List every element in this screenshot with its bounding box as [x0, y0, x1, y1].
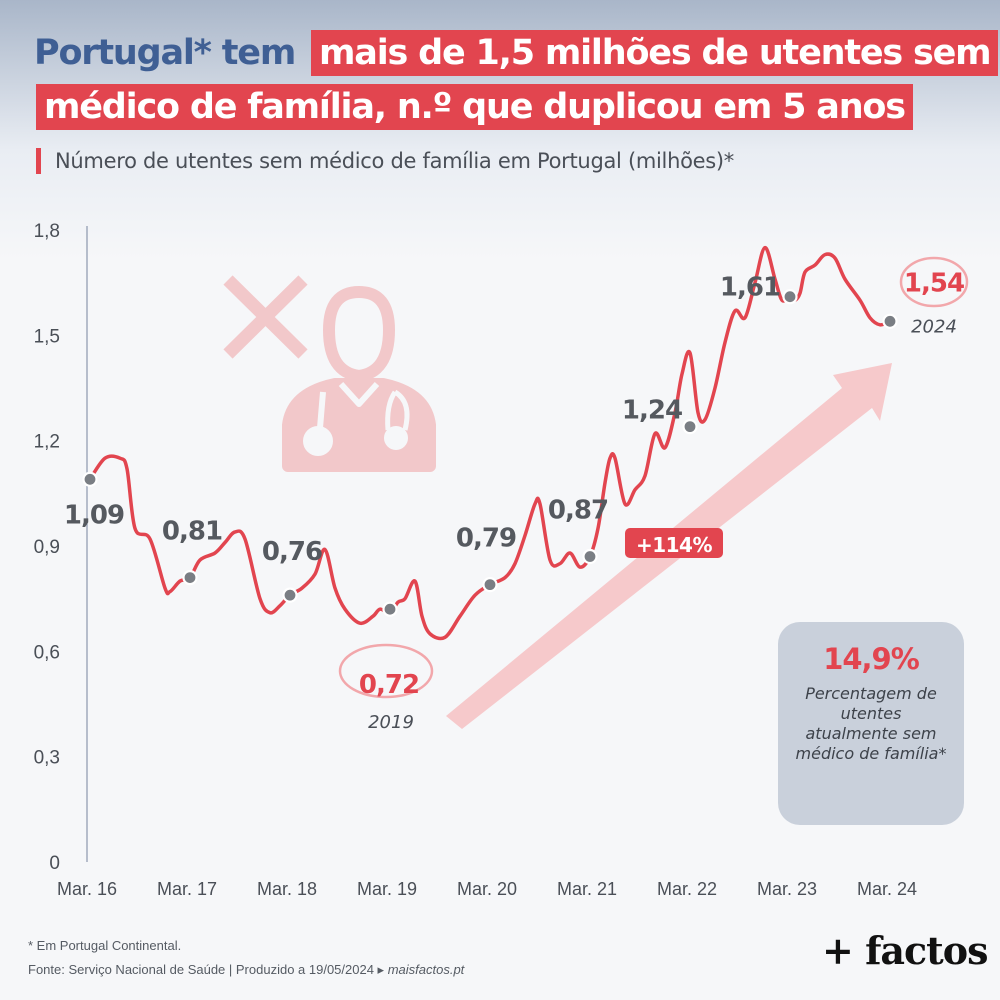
footnote: * Em Portugal Continental. [28, 938, 182, 953]
data-point-label: 1,61 [720, 273, 780, 303]
x-tick-label: Mar. 16 [57, 879, 117, 899]
data-point-year-note: 2024 [911, 316, 957, 337]
title-part-3: médico de família, n.º que duplicou em 5… [36, 84, 913, 130]
cross-icon [223, 275, 308, 359]
x-tick-label: Mar. 18 [257, 879, 317, 899]
x-tick-labels: Mar. 16 Mar. 17 Mar. 18 Mar. 19 Mar. 20 Mar. … [57, 879, 917, 899]
data-point-marker [482, 577, 498, 593]
point-markers [82, 289, 898, 617]
doctor-icon [282, 286, 436, 472]
y-tick-label: 0,6 [34, 642, 60, 663]
data-point-label: 0,87 [548, 496, 608, 526]
x-tick-label: Mar. 17 [157, 879, 217, 899]
point-labels: 1,09 0,81 0,76 0,72 2019 0,79 0,87 1,24 1,61 1,54… [64, 268, 965, 733]
data-point-marker [282, 587, 298, 603]
data-point-label: 0,76 [262, 537, 322, 567]
subtitle: Número de utentes sem médico de família … [36, 144, 734, 178]
y-tick-label: 1,8 [34, 221, 60, 242]
y-tick-label: 0,9 [34, 537, 60, 558]
data-point-marker [782, 289, 798, 305]
x-tick-label: Mar. 22 [657, 879, 717, 899]
source-line: Fonte: Serviço Nacional de Saúde | Produ… [28, 962, 464, 978]
source-text: Fonte: Serviço Nacional de Saúde | Produ… [28, 962, 385, 977]
growth-badge-text: +114% [636, 533, 713, 557]
y-tick-label: 1,2 [34, 432, 60, 453]
title-part-1: Portugal* tem [34, 33, 296, 73]
y-tick-label: 0,3 [34, 748, 60, 769]
data-point-label: 1,54 [904, 268, 964, 298]
source-site: maisfactos.pt [387, 962, 465, 977]
highlight-ring-2019 [338, 643, 434, 699]
x-tick-label: Mar. 20 [457, 879, 517, 899]
data-point-label: 0,72 [359, 670, 419, 700]
data-point-label: 1,09 [64, 500, 124, 530]
y-tick-label: 0 [49, 853, 60, 874]
x-tick-label: Mar. 24 [857, 879, 917, 899]
growth-badge [625, 528, 723, 558]
brand-logo: + factos [822, 928, 988, 973]
subtitle-text: Número de utentes sem médico de família … [55, 149, 734, 173]
data-point-label: 0,81 [162, 517, 222, 547]
info-box: 14,9% Percentagem de utentes atualmente … [778, 622, 964, 825]
data-point-year-note: 2019 [368, 712, 414, 733]
data-point-label: 1,24 [622, 396, 682, 426]
x-tick-label: Mar. 19 [357, 879, 417, 899]
info-box-value: 14,9% [823, 642, 920, 676]
data-point-marker [882, 313, 898, 329]
data-point-label: 0,79 [456, 524, 516, 554]
title-part-2: mais de 1,5 milhões de utentes sem [311, 30, 999, 76]
info-box-description: Percentagem de utentes atualmente sem mé… [795, 684, 947, 763]
data-point-marker [82, 471, 98, 487]
highlight-ring-2024 [899, 256, 969, 308]
data-point-marker [682, 419, 698, 435]
y-tick-label: 1,5 [34, 326, 60, 347]
x-tick-label: Mar. 23 [757, 879, 817, 899]
series-line [88, 245, 892, 641]
data-point-marker [182, 569, 198, 586]
x-tick-label: Mar. 21 [557, 879, 617, 899]
subtitle-accent-bar [36, 148, 41, 174]
y-tick-labels: 0 0,3 0,6 0,9 1,2 1,5 1,8 [34, 221, 60, 874]
data-point-marker [582, 548, 598, 565]
data-point-marker [382, 601, 398, 617]
